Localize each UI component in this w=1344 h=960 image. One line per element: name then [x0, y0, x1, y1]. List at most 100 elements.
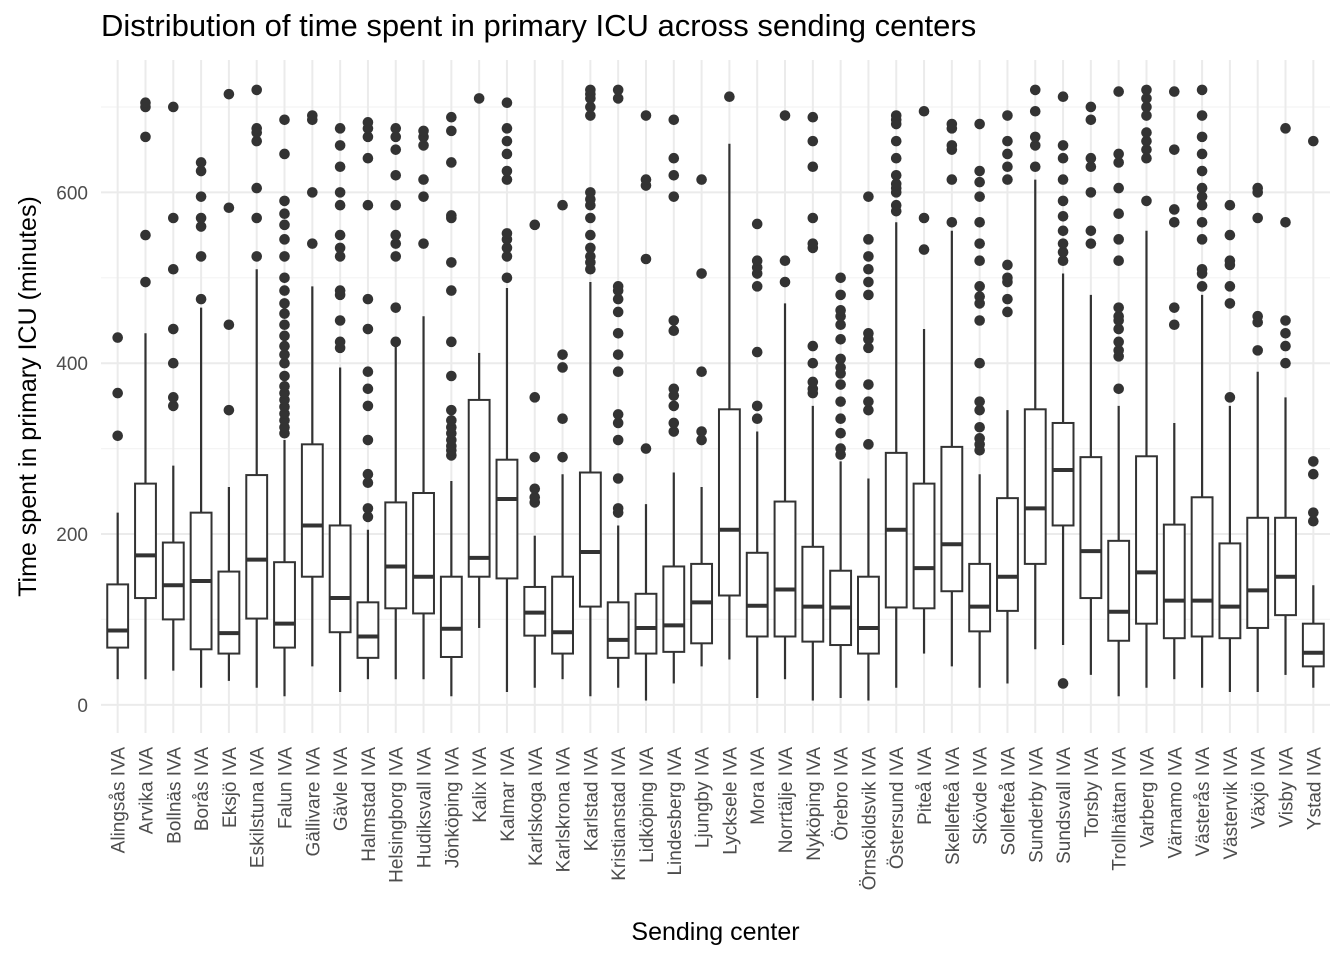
box-22 — [690, 174, 714, 667]
outlier-point — [807, 161, 819, 173]
iqr-box — [1246, 516, 1270, 629]
outlier-point — [1085, 152, 1097, 164]
outlier-point — [390, 336, 402, 348]
x-category-label: Örnsköldsvik IVA — [859, 747, 880, 891]
outlier-point — [668, 426, 680, 437]
iqr-box — [328, 524, 352, 634]
outlier-point — [1057, 152, 1069, 164]
outlier-point — [974, 191, 985, 202]
x-category-label: Ljungby IVA — [693, 747, 714, 848]
iqr-box — [106, 583, 130, 649]
outlier-point — [1057, 91, 1069, 103]
outlier-point — [1168, 319, 1180, 331]
outlier-point — [974, 118, 985, 130]
outlier-point — [585, 110, 596, 121]
outlier-point — [195, 165, 207, 177]
outlier-point — [167, 263, 179, 275]
outlier-point — [1113, 345, 1124, 356]
outlier-point — [362, 117, 374, 128]
outlier-point — [362, 199, 374, 211]
outlier-point — [863, 379, 874, 390]
outlier-point — [307, 238, 318, 249]
outlier-point — [863, 234, 874, 245]
outlier-point — [1113, 157, 1124, 168]
outlier-point — [668, 315, 680, 326]
outlier-point — [251, 212, 263, 224]
outlier-point — [279, 272, 290, 284]
box-23 — [717, 91, 741, 660]
outlier-point — [612, 473, 624, 484]
outlier-point — [279, 148, 290, 160]
box-18 — [578, 84, 602, 697]
outlier-point — [807, 376, 819, 388]
outlier-point — [223, 404, 235, 416]
outlier-point — [1057, 255, 1069, 267]
outlier-point — [446, 404, 457, 416]
outlier-point — [1113, 310, 1124, 322]
outlier-point — [974, 396, 985, 407]
box-16 — [523, 219, 547, 688]
outlier-point — [362, 152, 374, 164]
outlier-point — [362, 477, 374, 489]
outlier-point — [1280, 357, 1291, 369]
box-29 — [884, 110, 908, 688]
outlier-point — [279, 340, 290, 352]
box-39 — [1162, 86, 1186, 680]
outlier-point — [640, 174, 652, 185]
outlier-point — [974, 176, 985, 188]
outlier-point — [863, 263, 874, 275]
outlier-point — [779, 110, 791, 121]
outlier-point — [529, 392, 541, 403]
outlier-point — [835, 353, 846, 365]
outlier-point — [1113, 302, 1124, 313]
outlier-point — [1168, 216, 1180, 228]
iqr-box — [662, 565, 686, 653]
outlier-point — [585, 187, 596, 198]
outlier-point — [195, 157, 207, 168]
outlier-point — [1113, 383, 1124, 395]
outlier-point — [362, 400, 374, 412]
outlier-point — [946, 174, 958, 185]
outlier-point — [974, 421, 985, 433]
outlier-point — [918, 105, 930, 117]
outlier-point — [1141, 195, 1152, 207]
iqr-box — [717, 408, 741, 597]
outlier-point — [167, 212, 179, 224]
outlier-point — [1168, 144, 1180, 155]
outlier-point — [1196, 281, 1208, 292]
outlier-point — [807, 135, 819, 147]
outlier-point — [612, 417, 624, 429]
outlier-point — [473, 93, 485, 104]
outlier-point — [390, 302, 402, 313]
chart-title: Distribution of time spent in primary IC… — [101, 8, 977, 43]
outlier-point — [835, 289, 846, 301]
iqr-box — [857, 575, 880, 655]
outlier-point — [890, 178, 902, 190]
box-11 — [384, 123, 408, 680]
outlier-point — [1085, 101, 1097, 113]
iqr-box — [968, 562, 992, 633]
outlier-point — [390, 169, 402, 181]
box-34 — [1023, 84, 1047, 650]
outlier-point — [946, 118, 958, 130]
x-category-label: Jönköping IVA — [442, 747, 463, 868]
x-category-label: Torsby IVA — [1082, 747, 1103, 838]
outlier-point — [696, 434, 707, 446]
outlier-point — [751, 346, 763, 358]
x-category-label: Piteå IVA — [915, 747, 936, 825]
outlier-point — [1252, 310, 1264, 322]
outlier-point — [167, 357, 179, 369]
outlier-point — [585, 212, 596, 224]
x-category-label: Eskilstuna IVA — [248, 747, 269, 868]
outlier-point — [1002, 135, 1013, 147]
iqr-box — [356, 601, 380, 659]
x-category-label: Växjö IVA — [1249, 747, 1270, 829]
box-24 — [745, 218, 769, 698]
outlier-point — [557, 413, 568, 425]
iqr-box — [134, 482, 157, 600]
x-category-label: Mora IVA — [748, 747, 769, 825]
box-4 — [189, 157, 213, 688]
outlier-point — [863, 404, 874, 416]
iqr-box — [1218, 542, 1242, 640]
outlier-point — [501, 135, 513, 147]
